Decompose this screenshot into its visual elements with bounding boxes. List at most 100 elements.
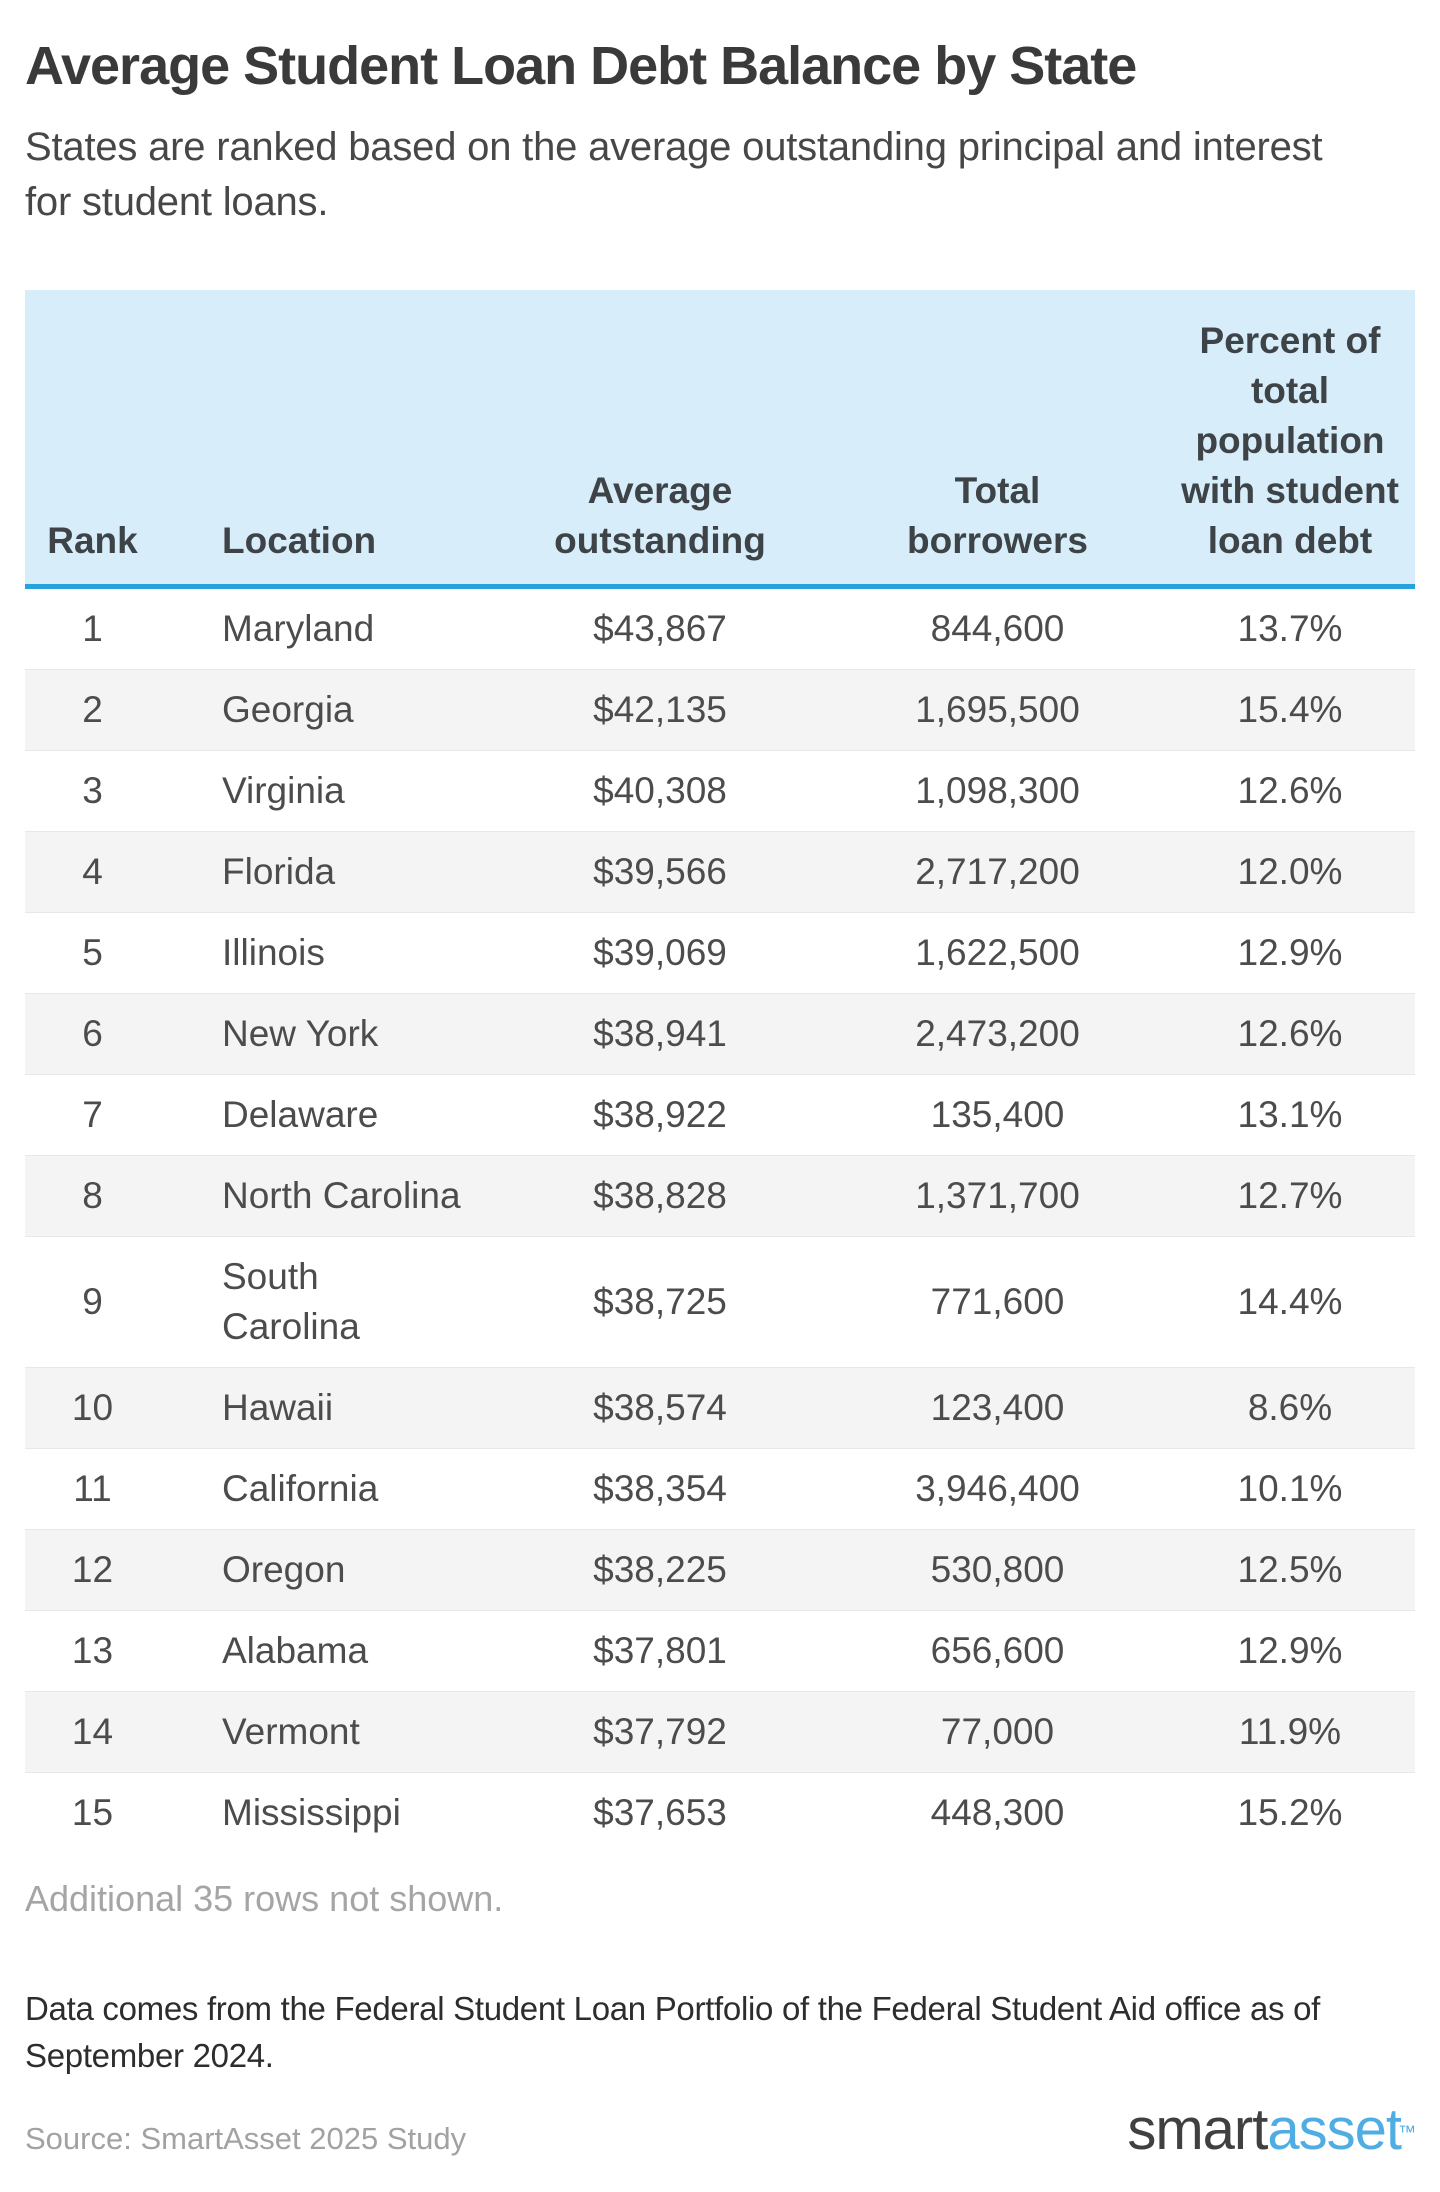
column-header-location: Location — [160, 290, 490, 589]
cell-location-text: Virginia — [222, 770, 345, 811]
column-header-average-outstanding-label: Average outstanding — [554, 470, 766, 561]
cell-total-borrowers: 1,371,700 — [830, 1155, 1165, 1237]
cell-percent-population: 12.9% — [1165, 1610, 1415, 1692]
student-loan-debt-table: Rank Location Average outstanding Total … — [25, 290, 1415, 1853]
table-row: 8 North Carolina $38,828 1,371,700 12.7% — [25, 1155, 1415, 1237]
cell-average-outstanding: $40,308 — [490, 750, 830, 832]
cell-percent-population: 11.9% — [1165, 1691, 1415, 1773]
table-row: 2 Georgia $42,135 1,695,500 15.4% — [25, 669, 1415, 751]
cell-average-outstanding: $38,828 — [490, 1155, 830, 1237]
source-credit: Source: SmartAsset 2025 Study — [25, 2121, 467, 2156]
cell-rank: 2 — [25, 669, 160, 751]
cell-location: Mississippi — [160, 1772, 490, 1853]
cell-total-borrowers: 77,000 — [830, 1691, 1165, 1773]
cell-rank: 6 — [25, 993, 160, 1075]
cell-location: Vermont — [160, 1691, 490, 1773]
cell-average-outstanding: $43,867 — [593, 608, 727, 649]
cell-total-borrowers: 123,400 — [830, 1367, 1165, 1449]
page-title: Average Student Loan Debt Balance by Sta… — [25, 36, 1137, 96]
cell-total-borrowers: 656,600 — [830, 1610, 1165, 1692]
table-row: 6 New York $38,941 2,473,200 12.6% — [25, 993, 1415, 1075]
cell-percent-population: 14.4% — [1165, 1236, 1415, 1368]
column-header-percent-population: Percent of total population with student… — [1165, 290, 1415, 589]
table-row: 5 Illinois $39,069 1,622,500 12.9% — [25, 912, 1415, 994]
logo-text-asset: asset — [1267, 2097, 1402, 2162]
cell-total-borrowers: 1,695,500 — [830, 669, 1165, 751]
cell-location: Maryland — [160, 587, 490, 670]
cell-location: North Carolina — [160, 1155, 490, 1237]
cell-location-text: California — [222, 1468, 379, 1509]
cell-location-text: Alabama — [222, 1630, 369, 1671]
cell-percent-population: 15.4% — [1165, 669, 1415, 751]
table-row: 9 South Carolina $38,725 771,600 14.4% — [25, 1236, 1415, 1368]
cell-percent-population: 12.6% — [1165, 750, 1415, 832]
cell-rank: 10 — [25, 1367, 160, 1449]
cell-average-outstanding: $38,941 — [490, 993, 830, 1075]
cell-total-borrowers: 530,800 — [830, 1529, 1165, 1611]
cell-total-borrowers: 771,600 — [830, 1236, 1165, 1368]
cell-location-text: Hawaii — [222, 1387, 334, 1428]
footer: Source: SmartAsset 2025 Study smartasset… — [25, 2101, 1416, 2159]
cell-location-text: Oregon — [222, 1549, 346, 1590]
cell-location: Alabama — [160, 1610, 490, 1692]
smartasset-logo: smartasset ™ — [1127, 2101, 1416, 2159]
table-row: 3 Virginia $40,308 1,098,300 12.6% — [25, 750, 1415, 832]
cell-rank: 8 — [25, 1155, 160, 1237]
cell-location: California — [160, 1448, 490, 1530]
table-row: 10 Hawaii $38,574 123,400 8.6% — [25, 1367, 1415, 1449]
cell-average-outstanding: $38,225 — [490, 1529, 830, 1611]
cell-total-borrowers: 2,717,200 — [830, 831, 1165, 913]
cell-average-outstanding: $37,653 — [490, 1772, 830, 1853]
cell-rank: 15 — [25, 1772, 160, 1853]
cell-total-borrowers: 2,473,200 — [830, 993, 1165, 1075]
cell-rank: 14 — [25, 1691, 160, 1773]
additional-rows-note: Additional 35 rows not shown. — [25, 1878, 504, 1919]
cell-location-text: Illinois — [222, 932, 325, 973]
cell-location: Oregon — [160, 1529, 490, 1611]
cell-location-text: Delaware — [222, 1094, 379, 1135]
table-row: 13 Alabama $37,801 656,600 12.9% — [25, 1610, 1415, 1692]
cell-location: Florida — [160, 831, 490, 913]
table-row: 14 Vermont $37,792 77,000 11.9% — [25, 1691, 1415, 1773]
cell-average-outstanding: $38,354 — [490, 1448, 830, 1530]
table-body: 1 Maryland $43,867 844,600 13.7% 2 Georg… — [25, 587, 1415, 1853]
table-header-row: Rank Location Average outstanding Total … — [25, 290, 1415, 589]
cell-location-text: Georgia — [222, 689, 354, 730]
cell-total-borrowers: 448,300 — [830, 1772, 1165, 1853]
column-header-total-borrowers: Total borrowers — [830, 290, 1165, 589]
logo-text-smart: smart — [1127, 2097, 1268, 2162]
cell-percent-population: 12.6% — [1165, 993, 1415, 1075]
table-row: 1 Maryland $43,867 844,600 13.7% — [25, 587, 1415, 670]
cell-average-outstanding: $38,922 — [490, 1074, 830, 1156]
logo-trademark-symbol: ™ — [1398, 2122, 1416, 2142]
cell-percent-population: 12.9% — [1165, 912, 1415, 994]
table-header: Rank Location Average outstanding Total … — [25, 290, 1415, 589]
cell-location-text: North Carolina — [222, 1175, 461, 1216]
table-row: 12 Oregon $38,225 530,800 12.5% — [25, 1529, 1415, 1611]
cell-percent-population: 8.6% — [1165, 1367, 1415, 1449]
cell-percent-population: 13.7% — [1237, 608, 1343, 649]
cell-rank: 4 — [25, 831, 160, 913]
cell-percent-population: 15.2% — [1165, 1772, 1415, 1853]
cell-location-text: New York — [222, 1013, 379, 1054]
cell-rank: 11 — [25, 1448, 160, 1530]
cell-percent-population: 12.0% — [1165, 831, 1415, 913]
cell-location: Georgia — [160, 669, 490, 751]
cell-rank: 3 — [25, 750, 160, 832]
column-header-percent-population-label: Percent of total population with student… — [1181, 320, 1399, 561]
cell-location-text: South Carolina — [222, 1256, 360, 1347]
cell-average-outstanding: $37,792 — [490, 1691, 830, 1773]
cell-location-text: Mississippi — [222, 1792, 401, 1833]
cell-percent-population: 10.1% — [1165, 1448, 1415, 1530]
table-row: 15 Mississippi $37,653 448,300 15.2% — [25, 1772, 1415, 1853]
cell-total-borrowers: 135,400 — [830, 1074, 1165, 1156]
page-subtitle: States are ranked based on the average o… — [25, 125, 1323, 224]
table-row: 4 Florida $39,566 2,717,200 12.0% — [25, 831, 1415, 913]
cell-average-outstanding: $42,135 — [490, 669, 830, 751]
cell-location: Virginia — [160, 750, 490, 832]
cell-rank: 7 — [25, 1074, 160, 1156]
cell-average-outstanding: $38,574 — [490, 1367, 830, 1449]
cell-percent-population: 12.7% — [1165, 1155, 1415, 1237]
cell-location: Delaware — [160, 1074, 490, 1156]
column-header-average-outstanding: Average outstanding — [490, 290, 830, 589]
